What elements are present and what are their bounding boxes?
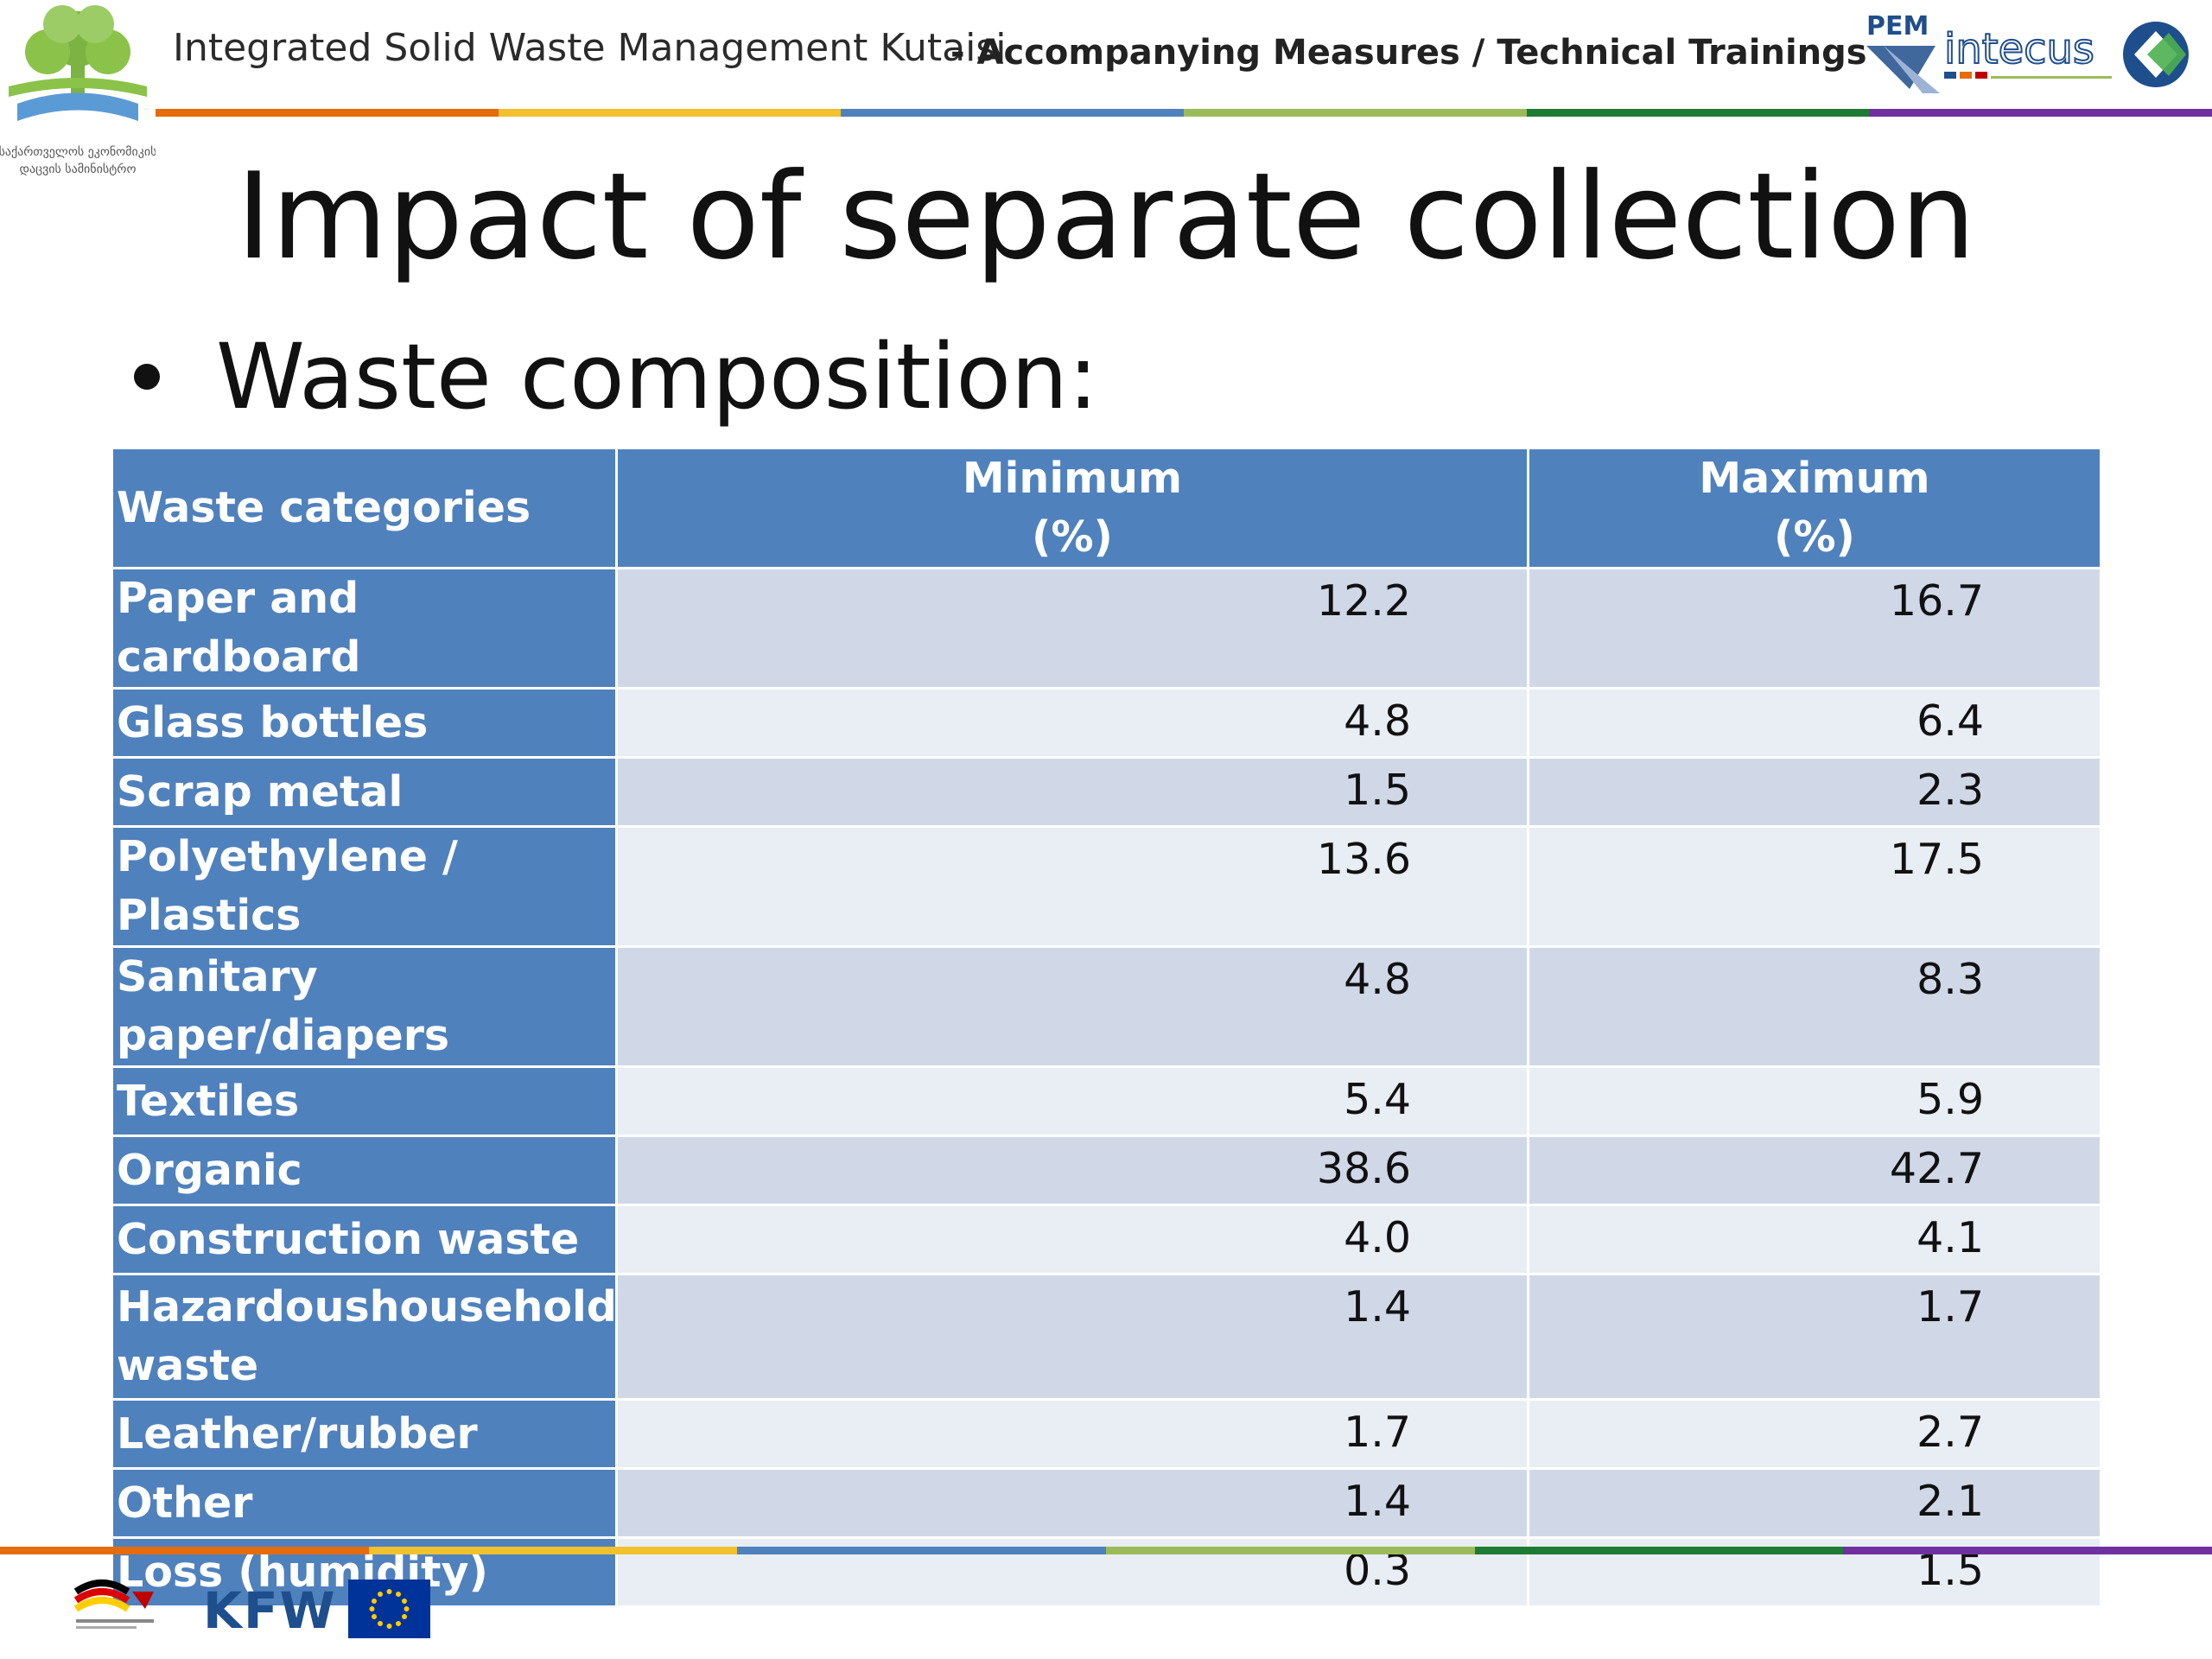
minimum-cell: 12.2 <box>615 567 1529 690</box>
minimum-cell: 38.6 <box>615 1135 1529 1206</box>
bullet-point: Waste composition: <box>134 324 1098 429</box>
maximum-cell: 6.4 <box>1527 687 2102 759</box>
maximum-cell: 2.3 <box>1527 756 2102 828</box>
table-row: Textiles 5.4 5.9 <box>111 1065 2102 1137</box>
minimum-cell: 1.4 <box>615 1467 1529 1539</box>
header-color-stripe <box>156 109 2212 117</box>
table-row: Scrap metal 1.5 2.3 <box>111 756 2102 828</box>
header-maximum-label: Maximum <box>1699 454 1930 503</box>
category-cell: Textiles <box>111 1065 618 1137</box>
category-word: Hazardous <box>117 1282 370 1332</box>
minimum-cell: 4.8 <box>615 687 1529 759</box>
eu-flag-icon <box>348 1580 430 1638</box>
category-cell: Leather/rubber <box>111 1398 618 1470</box>
header-maximum-unit: (%) <box>1774 512 1855 562</box>
table-row: Organic 38.6 42.7 <box>111 1135 2102 1206</box>
category-line-1: Hazardous household <box>117 1278 617 1337</box>
partner-logos: PEM intecus <box>1866 11 2189 93</box>
maximum-cell: 17.5 <box>1527 825 2102 948</box>
category-cell: Glass bottles <box>111 687 618 759</box>
bullet-dot <box>134 363 160 390</box>
table-row: Paper and cardboard 12.2 16.7 <box>111 567 2102 690</box>
table-row: Leather/rubber 1.7 2.7 <box>111 1398 2102 1470</box>
category-cell: Polyethylene / Plastics <box>111 825 618 948</box>
category-cell: Paper and cardboard <box>111 567 618 690</box>
maximum-cell: 2.1 <box>1527 1467 2102 1539</box>
table-row: Polyethylene / Plastics 13.6 17.5 <box>111 825 2102 948</box>
category-cell: Hazardous household waste <box>111 1273 618 1401</box>
maximum-cell: 4.1 <box>1527 1204 2102 1275</box>
table-row: Other 1.4 2.1 <box>111 1467 2102 1539</box>
table-header-row: Waste categories Minimum (%) Maximum (%) <box>111 447 2102 569</box>
ministry-logo: საქართველოს ეკონომიკის დაცვის სამინისტრო <box>0 0 156 186</box>
pem-logo-text: PEM <box>1866 11 1929 41</box>
maximum-cell: 1.7 <box>1527 1273 2102 1401</box>
category-word: household <box>369 1282 617 1332</box>
minimum-cell: 1.7 <box>615 1398 1529 1470</box>
maximum-cell: 16.7 <box>1527 567 2102 690</box>
maximum-cell: 2.7 <box>1527 1398 2102 1470</box>
intecus-logo-text: intecus <box>1944 25 2094 73</box>
header-minimum-label: Minimum <box>962 454 1183 503</box>
footer-color-stripe <box>0 1547 2212 1554</box>
category-cell: Organic <box>111 1135 618 1206</box>
header-minimum-unit: (%) <box>1032 512 1113 562</box>
slide-title: Impact of separate collection <box>236 147 1976 286</box>
minimum-cell: 1.4 <box>615 1273 1529 1401</box>
logo-caption-2: დაცვის სამინისტრო <box>20 162 137 176</box>
table-row: Sanitary paper/diapers 4.8 8.3 <box>111 945 2102 1068</box>
header-subtitle: - Accompanying Measures / Technical Trai… <box>950 33 1867 73</box>
minimum-cell: 1.5 <box>615 756 1529 828</box>
category-cell: Construction waste <box>111 1204 618 1275</box>
minimum-cell: 4.8 <box>615 945 1529 1068</box>
logo-caption-1: საქართველოს ეკონომიკის <box>0 144 156 159</box>
category-cell: Scrap metal <box>111 756 618 828</box>
header-title: Integrated Solid Waste Management Kutais… <box>173 26 1007 70</box>
german-cooperation-logo <box>73 1580 154 1629</box>
kfw-logo: KFW <box>203 1581 337 1640</box>
minimum-cell: 13.6 <box>615 825 1529 948</box>
waste-composition-table: Waste categories Minimum (%) Maximum (%)… <box>111 447 2102 1608</box>
header-minimum: Minimum (%) <box>615 447 1529 569</box>
category-cell: Sanitary paper/diapers <box>111 945 618 1068</box>
table-row: Glass bottles 4.8 6.4 <box>111 687 2102 759</box>
table-row: Construction waste 4.0 4.1 <box>111 1204 2102 1275</box>
category-line-2: waste <box>117 1341 259 1390</box>
category-cell: Other <box>111 1467 618 1539</box>
bullet-text: Waste composition: <box>216 324 1099 429</box>
minimum-cell: 5.4 <box>615 1065 1529 1137</box>
minimum-cell: 4.0 <box>615 1204 1529 1275</box>
maximum-cell: 8.3 <box>1527 945 2102 1068</box>
maximum-cell: 42.7 <box>1527 1135 2102 1206</box>
table-row: Hazardous household waste 1.4 1.7 <box>111 1273 2102 1401</box>
header-maximum: Maximum (%) <box>1527 447 2102 569</box>
maximum-cell: 5.9 <box>1527 1065 2102 1137</box>
header-waste-categories: Waste categories <box>111 447 618 569</box>
